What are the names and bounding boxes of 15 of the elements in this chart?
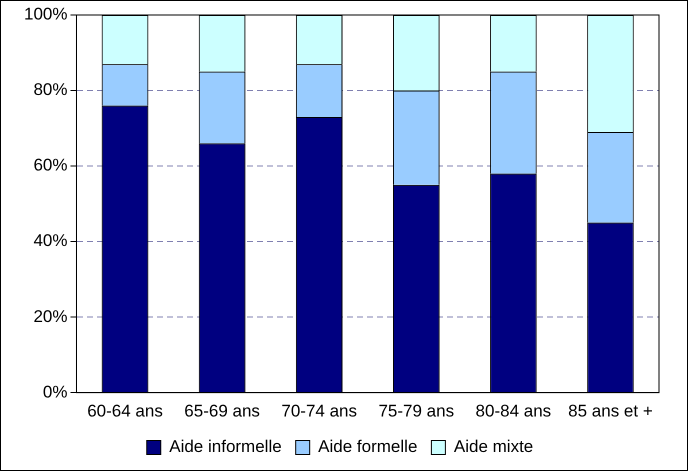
x-tick-label: 60-64 ans bbox=[87, 401, 163, 420]
y-tick-label: 40% bbox=[33, 231, 68, 250]
y-tick-label: 80% bbox=[33, 80, 68, 100]
x-tick-label: 65-69 ans bbox=[184, 401, 260, 420]
legend-label: Aide informelle bbox=[169, 437, 282, 456]
y-tick-label: 0% bbox=[42, 382, 68, 402]
legend-label: Aide formelle bbox=[318, 437, 418, 456]
y-tick-label: 100% bbox=[24, 4, 68, 24]
y-tick-label: 20% bbox=[33, 306, 68, 326]
legend-label: Aide mixte bbox=[454, 437, 534, 456]
y-tick-label: 60% bbox=[33, 156, 68, 175]
x-tick-label: 70-74 ans bbox=[281, 401, 358, 420]
x-tick-label: 75-79 ans bbox=[378, 401, 454, 420]
x-tick-label: 85 ans et + bbox=[568, 401, 653, 420]
x-tick-label: 80-84 ans bbox=[476, 401, 552, 420]
